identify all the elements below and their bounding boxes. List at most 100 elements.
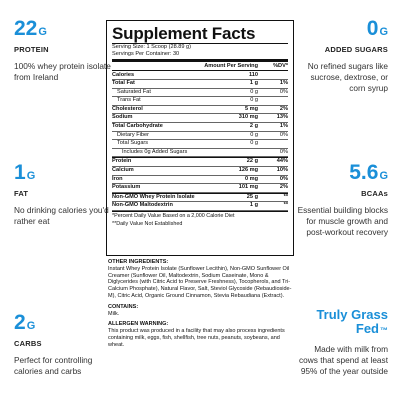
nutrient-name: Saturated Fat [117, 88, 151, 95]
claim-fat: 1G FAT No drinking calories you'd rather… [14, 162, 114, 227]
claim-protein-unit: G [38, 26, 47, 38]
claim-bcaas-unit: G [379, 170, 388, 182]
nutrient-amount: 1 g [249, 202, 258, 209]
nutrient-name: Sodium [112, 114, 133, 121]
claim-added-sugars-unit: G [379, 26, 388, 38]
facts-row: Trans Fat 0 g [112, 97, 288, 106]
nutrient-dv: 0% [279, 175, 288, 182]
nutrient-name: Includes 0g Added Sugars [122, 148, 188, 155]
nutrient-dv: 1% [279, 123, 288, 130]
supplement-facts-panel: Supplement Facts Serving Size: 1 Scoop (… [106, 20, 294, 256]
nutrient-dv: 0% [279, 131, 288, 138]
facts-row: Total Fat 1 g 1% [112, 80, 288, 89]
facts-title: Supplement Facts [112, 24, 256, 43]
facts-row: Sodium 310 mg 13% [112, 114, 288, 123]
nutrient-dv: ** [283, 193, 288, 200]
other-ingredients-heading: OTHER INGREDIENTS: [108, 259, 169, 265]
nutrient-dv: 10% [276, 167, 288, 174]
claim-carbs-unit: G [26, 320, 36, 332]
col-dv-header: %DV* [273, 62, 288, 69]
claim-bcaas-label: BCAAs [361, 189, 388, 198]
nutrient-name: Cholesterol [112, 105, 143, 112]
nutrient-name: Potassium [112, 184, 141, 191]
nutrient-amount: 22 g [246, 158, 258, 165]
facts-header-row: Amount Per Serving %DV* [112, 62, 288, 72]
nutrient-amount: 2 g [249, 123, 258, 130]
nutrient-name: Calcium [112, 167, 134, 174]
footnote-not-established: **Daily Value Not Established [112, 220, 183, 227]
nutrient-name: Dietary Fiber [117, 131, 150, 138]
claim-bcaas: 5.6G BCAAs Essential building blocks for… [294, 162, 388, 238]
facts-row: Dietary Fiber 0 g 0% [112, 132, 288, 141]
serving-size: Serving Size: 1 Scoop (28.89 g) [112, 44, 191, 50]
contains-text: Milk. [108, 310, 120, 317]
nutrient-dv: 0% [279, 88, 288, 95]
facts-row: Total Carbohydrate 2 g 1% [112, 123, 288, 132]
divider-thick [112, 59, 288, 63]
claim-grass-fed-tm: ™ [380, 326, 388, 335]
claim-grass-fed: Truly Grass Fed™ Made with milk from cow… [294, 308, 388, 377]
claim-added-sugars: 0G ADDED SUGARS No refined sugars like s… [294, 18, 388, 94]
facts-row: Includes 0g Added Sugars 0% [112, 149, 288, 158]
ingredients-block: OTHER INGREDIENTS: Instant Whey Protein … [108, 259, 294, 349]
claim-protein-desc: 100% whey protein isolate from Ireland [14, 61, 111, 82]
claim-bcaas-desc: Essential building blocks for muscle gro… [297, 205, 388, 237]
claim-carbs: 2G CARBS Perfect for controlling calorie… [14, 312, 114, 377]
nutrient-dv: 1% [279, 80, 288, 87]
other-ingredients-text: Instant Whey Protein Isolate (Sunflower … [108, 265, 292, 299]
claim-fat-value: 1 [14, 161, 26, 184]
claim-carbs-label: CARBS [14, 339, 42, 348]
claim-grass-fed-desc: Made with milk from cows that spend at l… [298, 344, 388, 376]
nutrient-name: Iron [112, 175, 123, 182]
nutrient-dv: 0% [279, 148, 288, 155]
facts-row: Non-GMO Maltodextrin 1 g ** [112, 202, 288, 211]
nutrient-dv: 2% [279, 105, 288, 112]
claim-grass-fed-value: Truly Grass Fed [316, 307, 388, 336]
nutrient-amount: 1 g [249, 80, 258, 87]
allergen-text: This product was produced in a facility … [108, 328, 285, 348]
nutrient-name: Non-GMO Maltodextrin [112, 202, 173, 209]
nutrient-amount: 310 mg [238, 114, 258, 121]
divider [112, 210, 288, 212]
facts-row: Protein 22 g 44% [112, 157, 288, 167]
nutrient-amount: 0 g [250, 97, 258, 104]
nutrient-name: Total Fat [112, 80, 135, 87]
facts-row: Cholesterol 5 mg 2% [112, 106, 288, 115]
nutrient-amount: 0 g [250, 140, 258, 147]
nutrient-amount: 5 mg [244, 105, 258, 112]
facts-row: Calories 110 [112, 71, 288, 80]
divider [112, 43, 288, 44]
nutrient-dv: 13% [276, 114, 288, 121]
facts-row: Saturated Fat 0 g 0% [112, 89, 288, 98]
claim-carbs-value: 2 [14, 311, 26, 334]
nutrient-dv: ** [283, 202, 288, 209]
claim-carbs-desc: Perfect for controlling calories and car… [14, 355, 93, 376]
nutrient-amount: 0 g [250, 88, 258, 95]
claim-fat-label: FAT [14, 189, 29, 198]
facts-row: Iron 0 mg 0% [112, 176, 288, 185]
facts-row: Non-GMO Whey Protein Isolate 25 g ** [112, 192, 288, 203]
nutrient-amount: 0 mg [244, 175, 258, 182]
nutrient-amount: 25 g [246, 193, 258, 200]
nutrient-name: Non-GMO Whey Protein Isolate [112, 193, 195, 200]
nutrient-name: Trans Fat [117, 97, 141, 104]
claim-bcaas-value: 5.6 [349, 161, 379, 184]
footnote-dv: *Percent Daily Value Based on a 2,000 Ca… [112, 212, 235, 219]
facts-rows: Calories 110 Total Fat 1 g 1% Saturated Fat 0 … [112, 71, 288, 211]
claim-fat-unit: G [26, 170, 36, 182]
col-amount-header: Amount Per Serving [204, 62, 258, 69]
nutrient-name: Protein [112, 158, 132, 165]
nutrient-amount: 110 [248, 71, 258, 78]
facts-row: Potassium 101 mg 2% [112, 184, 288, 193]
nutrient-amount: 101 mg [238, 184, 258, 191]
contains-heading: CONTAINS: [108, 303, 139, 310]
servings-per-container: Servings Per Container: 30 [112, 51, 180, 58]
nutrient-amount: 0 g [250, 131, 258, 138]
claim-fat-desc: No drinking calories you'd rather eat [14, 205, 109, 226]
facts-row: Calcium 126 mg 10% [112, 167, 288, 176]
nutrient-name: Calories [112, 71, 135, 78]
claim-protein-value: 22 [14, 17, 38, 40]
claim-protein: 22G PROTEIN 100% whey protein isolate fr… [14, 18, 114, 83]
nutrient-name: Total Carbohydrate [112, 123, 163, 130]
claim-added-sugars-desc: No refined sugars like sucrose, dextrose… [307, 61, 388, 93]
